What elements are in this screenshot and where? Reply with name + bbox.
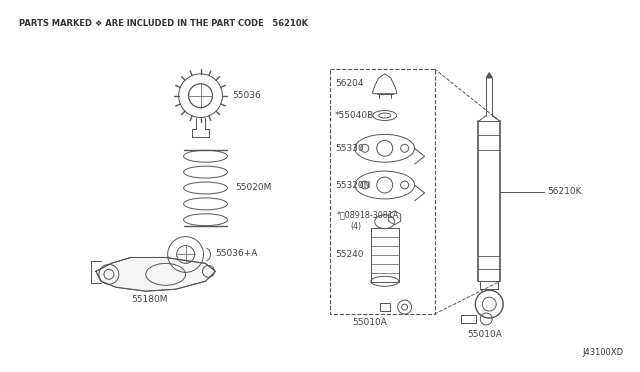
- Bar: [461, 315, 476, 323]
- Text: 55020M: 55020M: [236, 183, 272, 192]
- Text: 55036: 55036: [232, 91, 261, 100]
- Polygon shape: [486, 73, 492, 78]
- Text: 55036+A: 55036+A: [216, 249, 258, 258]
- Text: 55330: 55330: [335, 144, 364, 153]
- Text: 55010A: 55010A: [353, 318, 387, 327]
- Text: (4): (4): [351, 222, 362, 231]
- Polygon shape: [388, 211, 401, 225]
- Polygon shape: [96, 257, 216, 291]
- Text: *55040B: *55040B: [335, 111, 374, 120]
- Bar: [330, 69, 435, 314]
- Polygon shape: [372, 74, 397, 94]
- Text: 55180M: 55180M: [131, 295, 167, 304]
- Text: 56210K: 56210K: [547, 187, 582, 196]
- Text: PARTS MARKED ❖ ARE INCLUDED IN THE PART CODE   56210K: PARTS MARKED ❖ ARE INCLUDED IN THE PART …: [19, 19, 308, 28]
- Text: 56204: 56204: [335, 79, 364, 88]
- Text: 55320N: 55320N: [335, 180, 371, 189]
- Text: 55240: 55240: [335, 250, 364, 259]
- Bar: [371, 228, 399, 282]
- Text: J43100XD: J43100XD: [582, 348, 623, 357]
- Text: 55010A: 55010A: [467, 330, 502, 339]
- Text: *Ⓛ08918-3081A: *Ⓛ08918-3081A: [337, 210, 399, 219]
- Bar: [380, 303, 390, 311]
